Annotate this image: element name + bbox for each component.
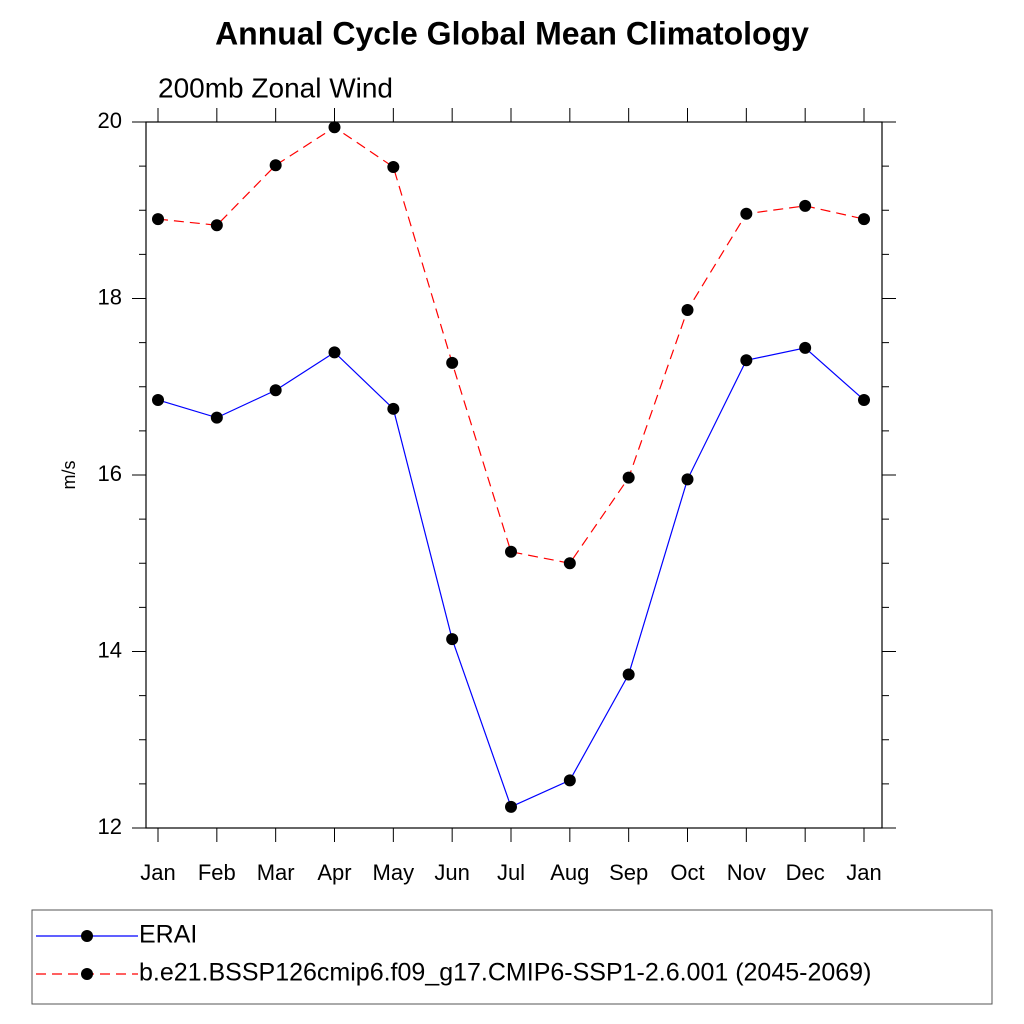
x-tick-label: Feb	[198, 860, 236, 885]
x-tick-label: Jun	[434, 860, 469, 885]
point	[505, 800, 517, 813]
x-tick-label: Sep	[609, 860, 648, 885]
point	[858, 393, 870, 406]
point	[387, 402, 400, 415]
point	[328, 346, 341, 359]
point	[210, 411, 223, 424]
x-tick-label: Oct	[670, 860, 704, 885]
y-tick-label: 16	[98, 461, 122, 486]
point	[387, 161, 400, 174]
legend-box	[31, 909, 993, 1005]
x-tick-label: Apr	[317, 860, 351, 885]
point	[210, 219, 223, 232]
x-tick-label: Aug	[550, 860, 589, 885]
legend-marker	[81, 968, 93, 980]
point	[622, 471, 635, 484]
point	[446, 356, 459, 369]
chart-subtitle: 200mb Zonal Wind	[158, 72, 393, 103]
point	[799, 199, 812, 212]
y-tick-label: 20	[98, 108, 122, 133]
point	[563, 774, 576, 787]
point	[563, 557, 576, 570]
y-axis-label: m/s	[59, 461, 79, 490]
x-tick-label: Jul	[497, 860, 525, 885]
x-tick-label: Mar	[257, 860, 295, 885]
x-tick-label: Dec	[786, 860, 825, 885]
point	[740, 207, 753, 220]
plot-frame	[145, 121, 883, 829]
point	[446, 633, 459, 646]
legend-marker	[81, 930, 93, 942]
x-tick-label: May	[373, 860, 415, 885]
point	[622, 668, 635, 681]
chart-title: Annual Cycle Global Mean Climatology	[215, 15, 809, 51]
point	[328, 121, 341, 134]
x-tick-label: Jan	[140, 860, 175, 885]
x-tick-label: Jan	[846, 860, 881, 885]
point	[269, 159, 282, 172]
point	[681, 473, 694, 486]
point	[152, 393, 164, 406]
point	[858, 213, 870, 226]
legend-label: ERAI	[139, 921, 197, 949]
series-line	[157, 126, 865, 564]
x-tick-label: Nov	[727, 860, 766, 885]
series-line	[157, 347, 865, 808]
point	[269, 384, 282, 397]
y-tick-label: 12	[98, 814, 122, 839]
point	[740, 354, 753, 367]
point	[152, 213, 164, 226]
point	[799, 341, 812, 354]
point	[681, 303, 694, 316]
y-tick-label: 14	[98, 637, 122, 662]
y-tick-label: 18	[98, 284, 122, 309]
point	[505, 545, 517, 558]
legend-label: b.e21.BSSP126cmip6.f09_g17.CMIP6-SSP1-2.…	[139, 959, 871, 987]
